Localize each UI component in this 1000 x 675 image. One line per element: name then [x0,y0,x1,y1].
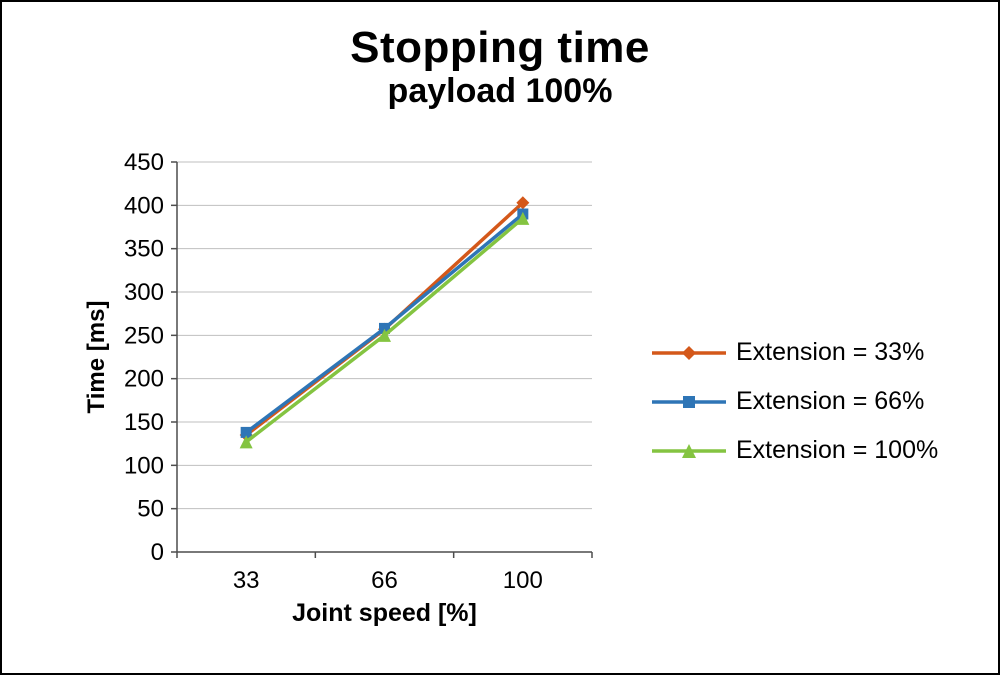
y-tick-label: 300 [124,279,164,306]
x-tick-label: 66 [371,567,398,594]
legend-label: Extension = 66% [736,387,925,415]
y-tick-label: 400 [124,192,164,219]
chart-title: Stopping time [350,23,650,72]
legend-label: Extension = 33% [736,338,925,366]
legend-label: Extension = 100% [736,436,939,464]
square-marker [240,426,252,438]
y-tick-label: 0 [151,539,164,566]
legend-key-icon [652,395,726,408]
legend-item: Extension = 66% [650,387,938,416]
triangle-marker [239,435,253,449]
triangle-marker [682,443,696,458]
y-tick-label: 150 [124,409,164,436]
y-tick-label: 350 [124,236,164,263]
x-tick-label: 33 [233,567,260,594]
triangle-marker [378,328,391,342]
y-tick-label: 200 [124,366,164,393]
chart-title-block: Stopping time payload 100% [2,23,998,111]
y-tick-label: 50 [137,496,164,523]
legend-item: Extension = 100% [650,436,938,465]
diamond-marker [516,196,530,210]
y-axis-title: Time [ms] [83,300,110,414]
x-tick-label: 100 [503,567,543,594]
x-axis-title: Joint speed [%] [292,599,477,627]
legend-key-icon [652,345,726,360]
line-chart-plot: 0 50 100 150 200 250 300 350 400 450 33 66 100 [124,149,593,594]
y-tick-label: 250 [124,322,164,349]
triangle-marker [516,211,530,225]
chart-subtitle: payload 100% [387,72,613,111]
square-marker [683,395,695,408]
legend-item: Extension = 33% [650,338,938,367]
square-marker [379,322,390,334]
y-tick-label: 100 [124,452,164,479]
diamond-marker [682,345,696,360]
chart-legend: Extension = 33% Extension = 66% Extension … [650,338,938,465]
legend-key-icon [652,443,726,458]
y-tick-label: 450 [124,149,164,176]
